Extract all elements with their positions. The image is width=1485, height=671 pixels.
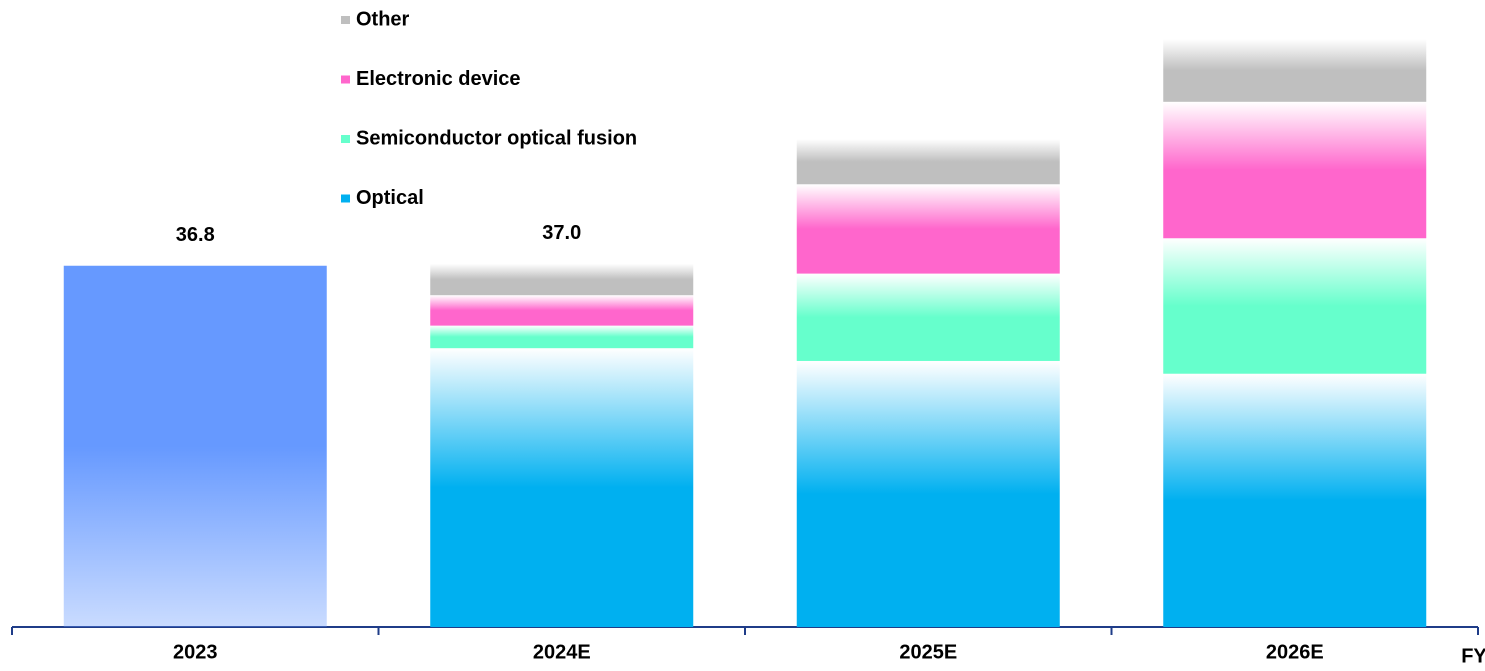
- bar-segment: [796, 360, 1060, 627]
- bar-segment: [796, 273, 1060, 361]
- bar-segment: [1163, 238, 1427, 374]
- total-label: 37.0: [542, 222, 581, 244]
- bar-segment: [430, 348, 694, 627]
- legend-swatch: [341, 135, 350, 143]
- legend-label: Optical: [356, 187, 424, 209]
- bar-segment: [430, 263, 694, 296]
- legend-swatch: [341, 194, 350, 203]
- bar-segment: [430, 295, 694, 326]
- legend-label: Other: [356, 8, 410, 30]
- bar-segment: [1163, 373, 1427, 627]
- x-axis-label: FY: [1461, 645, 1485, 666]
- bar-segment: [1163, 101, 1427, 239]
- legend-swatch: [341, 16, 350, 24]
- legend-swatch: [341, 75, 350, 84]
- bar-segment: [1163, 38, 1427, 102]
- x-tick-label: 2023: [173, 641, 218, 663]
- bar-segment: [430, 325, 694, 349]
- total-label: 36.8: [176, 224, 215, 246]
- legend-label: Electronic device: [356, 68, 521, 90]
- x-tick-label: 2024E: [533, 641, 591, 663]
- x-tick-label: 2025E: [899, 641, 957, 663]
- bar-segment: [796, 139, 1060, 185]
- legend-label: Semiconductor optical fusion: [356, 127, 637, 149]
- bar-segment: [796, 184, 1060, 274]
- bar: [63, 265, 327, 627]
- x-tick-label: 2026E: [1266, 641, 1324, 663]
